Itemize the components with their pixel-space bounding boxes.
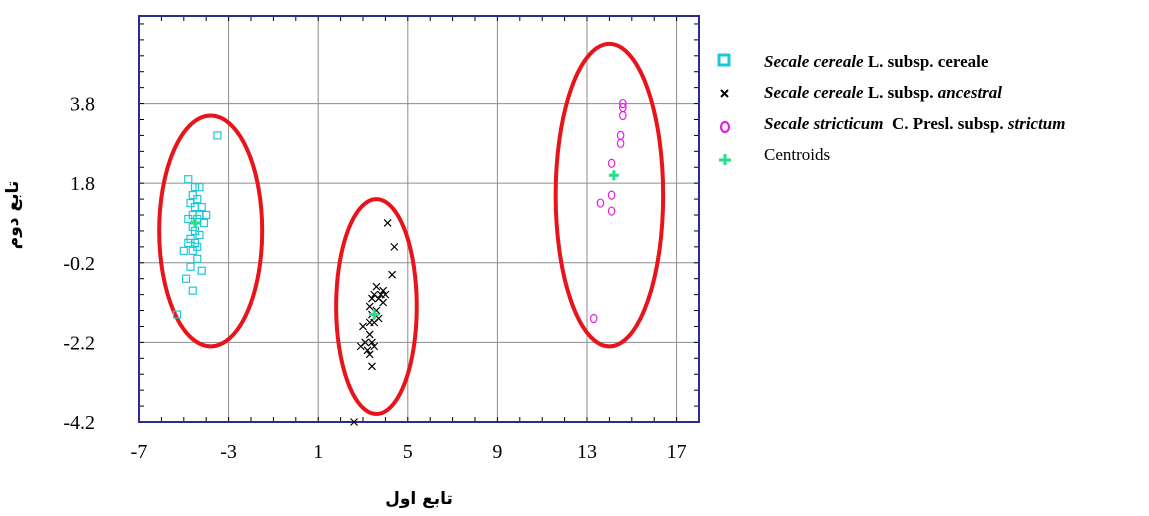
point-x bbox=[365, 330, 374, 339]
point-centroid bbox=[190, 217, 200, 228]
point-circle bbox=[607, 190, 616, 200]
point-square bbox=[184, 238, 193, 247]
point-square bbox=[197, 202, 206, 212]
legend-label-centroids: Centroids bbox=[764, 145, 831, 164]
legend-label-part: Secale cereale bbox=[764, 83, 864, 102]
point-x bbox=[356, 342, 365, 351]
minor-ticks bbox=[138, 16, 700, 423]
x-tick-label: 9 bbox=[492, 441, 502, 463]
plus-icon bbox=[719, 154, 731, 165]
y-tick-label: -4.2 bbox=[63, 412, 95, 434]
point-square bbox=[195, 183, 204, 192]
point-x bbox=[379, 286, 388, 295]
point-square bbox=[213, 131, 222, 140]
legend-label-part: L. subsp. bbox=[863, 83, 938, 102]
point-circle bbox=[616, 138, 625, 148]
point-circle bbox=[607, 206, 616, 216]
point-x bbox=[390, 242, 399, 251]
data-points bbox=[172, 98, 627, 426]
point-x bbox=[368, 362, 376, 371]
x-tick-label: -3 bbox=[220, 441, 237, 463]
legend-label-part: Secale cereale bbox=[764, 52, 864, 71]
legend-label-part: strictum bbox=[1007, 114, 1066, 133]
point-circle bbox=[619, 110, 627, 121]
x-axis-title: تابع اول bbox=[385, 489, 453, 509]
point-square bbox=[179, 246, 188, 255]
point-square bbox=[188, 286, 197, 295]
point-square bbox=[202, 210, 211, 220]
point-square bbox=[199, 218, 209, 228]
cluster-ellipse bbox=[157, 113, 265, 349]
x-tick-label: 1 bbox=[313, 441, 323, 463]
legend-label-part: ancestral bbox=[937, 83, 1003, 102]
point-circle bbox=[596, 198, 605, 208]
point-x bbox=[365, 350, 374, 359]
point-square bbox=[197, 266, 206, 275]
x-tick-label: 13 bbox=[577, 441, 597, 463]
point-x bbox=[381, 290, 390, 299]
point-x bbox=[359, 322, 367, 331]
point-x bbox=[365, 318, 374, 327]
point-square bbox=[172, 310, 182, 319]
point-square bbox=[193, 254, 202, 263]
legend-label-part: Secale stricticum bbox=[764, 114, 884, 133]
point-x bbox=[363, 346, 372, 355]
x-icon bbox=[720, 89, 729, 98]
circle-icon bbox=[719, 120, 731, 134]
legend-label-strictum: Secale stricticum C. Presl. subsp. stric… bbox=[764, 114, 1065, 134]
legend-label-cereale: Secale cereale L. subsp. cereale bbox=[764, 52, 988, 72]
point-x bbox=[368, 338, 376, 347]
point-x bbox=[368, 294, 376, 303]
point-x bbox=[372, 282, 381, 291]
square-icon bbox=[717, 53, 731, 67]
point-x bbox=[388, 270, 397, 279]
cluster-ellipse bbox=[334, 197, 419, 417]
x-tick-label: -7 bbox=[131, 441, 148, 463]
point-x bbox=[350, 418, 358, 426]
point-square bbox=[188, 246, 197, 255]
point-square bbox=[186, 262, 195, 271]
point-x bbox=[383, 219, 392, 227]
y-tick-label: -0.2 bbox=[63, 253, 95, 275]
point-centroid bbox=[608, 170, 619, 181]
x-tick-label: 17 bbox=[667, 441, 687, 463]
point-square bbox=[190, 183, 200, 192]
y-tick-labels: -4.2 -2.2 -0.2 1.8 3.8 bbox=[63, 94, 95, 434]
y-tick-label: -2.2 bbox=[63, 332, 95, 354]
point-square bbox=[181, 274, 191, 283]
legend-label-ancestral: Secale cereale L. subsp. ancestral bbox=[764, 83, 1002, 103]
point-centroid bbox=[369, 309, 380, 320]
x-tick-label: 5 bbox=[403, 441, 413, 463]
plot-frame bbox=[138, 15, 700, 423]
grid-lines bbox=[139, 16, 699, 422]
y-axis-title: تابع دوم bbox=[3, 181, 23, 249]
point-x bbox=[379, 298, 388, 307]
point-circle bbox=[619, 98, 627, 109]
y-tick-label: 1.8 bbox=[70, 173, 95, 195]
point-circle bbox=[616, 130, 625, 141]
point-square bbox=[184, 175, 193, 184]
point-square bbox=[195, 230, 204, 240]
legend-label-part: L. subsp. cereale bbox=[863, 52, 989, 71]
legend-label-part: C. Presl. subsp. bbox=[883, 114, 1008, 133]
cluster-ellipse bbox=[553, 41, 666, 349]
point-square bbox=[184, 214, 193, 224]
cluster-ellipses bbox=[157, 41, 666, 417]
x-tick-labels: -7 -3 1 5 9 13 17 bbox=[131, 441, 687, 463]
point-x bbox=[370, 342, 379, 351]
point-circle bbox=[589, 313, 598, 324]
point-x bbox=[365, 302, 374, 311]
point-circle bbox=[607, 158, 616, 168]
y-tick-label: 3.8 bbox=[70, 94, 95, 116]
